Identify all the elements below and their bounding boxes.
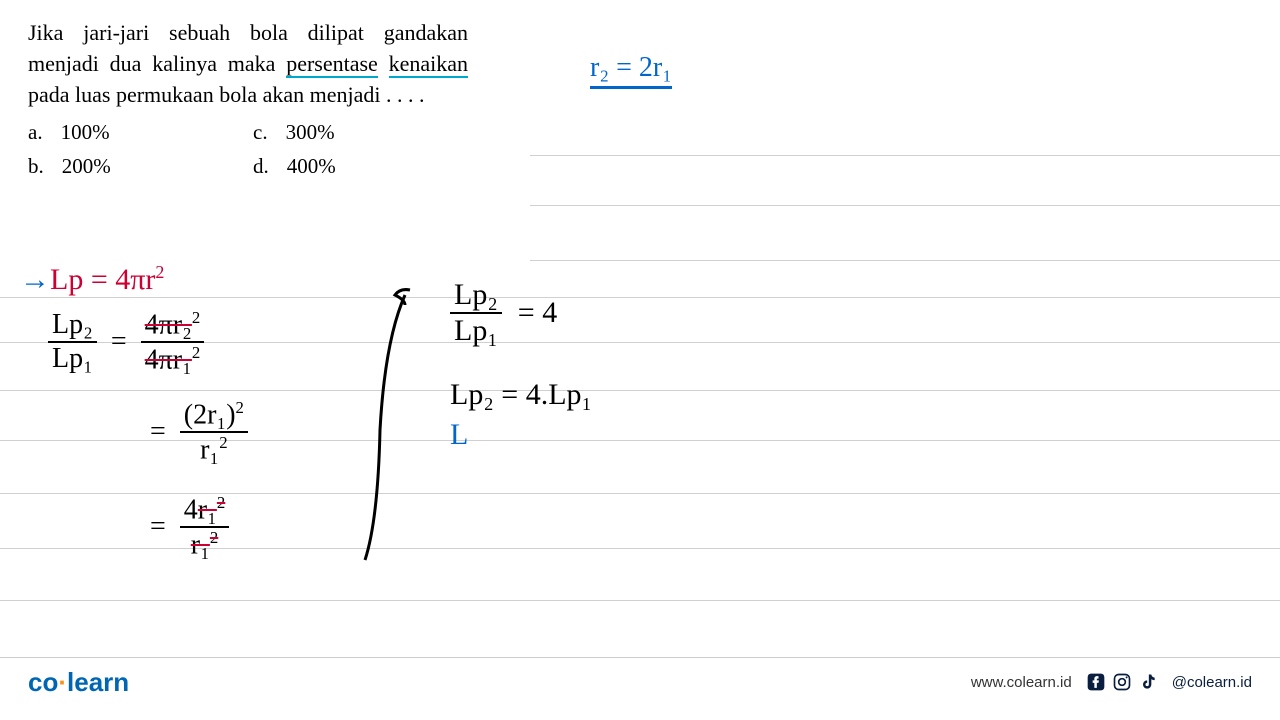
option-c: c. 300%: [253, 118, 468, 147]
option-d: d. 400%: [253, 152, 468, 181]
logo: co·learn: [28, 667, 129, 698]
option-d-label: d.: [253, 152, 269, 181]
option-b-label: b.: [28, 152, 44, 181]
ratio-lhs-num: Lp₂: [48, 311, 97, 343]
option-b-value: 200%: [62, 152, 111, 181]
logo-co: co: [28, 667, 58, 697]
ratio-rhs3: 4r₁2 r₁2: [180, 495, 229, 560]
options-grid: a. 100% c. 300% b. 200% d. 400%: [28, 118, 468, 181]
facebook-icon: [1086, 672, 1106, 692]
equals-2: =: [150, 416, 166, 448]
option-a-value: 100%: [61, 118, 110, 147]
formula-lp-text: Lp = 4πr: [50, 263, 155, 296]
result-eq: = 4: [518, 296, 557, 330]
option-a-label: a.: [28, 118, 43, 147]
option-a: a. 100%: [28, 118, 243, 147]
footer: co·learn www.colearn.id @colearn.id: [0, 662, 1280, 702]
footer-divider: [0, 657, 1280, 658]
ratio-rhs2-num: (2r₁)2: [180, 400, 248, 433]
partial-l-text: L: [450, 418, 468, 451]
final-equation: Lp₂ = 4.Lp₁: [450, 378, 592, 412]
note-r2-equals-2r1: r₂ = 2r₁: [590, 52, 672, 89]
equals-3: =: [150, 511, 166, 543]
ratio-rhs1-den: 4πr₁2: [141, 343, 205, 374]
question-block: Jika jari-jari sebuah bola dilipat ganda…: [28, 18, 468, 181]
option-c-value: 300%: [286, 118, 335, 147]
ratio-rhs1: 4πr₂2 4πr₁2: [141, 310, 205, 375]
social-icons: [1086, 672, 1158, 692]
ratio-step2: = (2r₁)2 r₁2: [150, 400, 248, 465]
ratio-rhs3-num: 4r₁2: [180, 495, 229, 528]
logo-dot: ·: [58, 667, 67, 697]
ratio-rhs1-num: 4πr₂2: [141, 310, 205, 343]
formula-lp-exp: 2: [155, 262, 164, 282]
curved-arrow-icon: [350, 280, 430, 570]
logo-learn: learn: [67, 667, 129, 697]
final-text: Lp₂ = 4.Lp₁: [450, 378, 592, 411]
result-frac: Lp₂ Lp₁: [450, 280, 502, 346]
ratio-rhs2-den: r₁2: [196, 433, 231, 464]
option-b: b. 200%: [28, 152, 243, 181]
tiktok-icon: [1138, 672, 1158, 692]
social-handle: @colearn.id: [1172, 674, 1252, 691]
website-url: www.colearn.id: [971, 674, 1072, 691]
question-text: Jika jari-jari sebuah bola dilipat ganda…: [28, 18, 468, 110]
result-ratio: Lp₂ Lp₁ = 4: [450, 280, 557, 346]
option-c-label: c.: [253, 118, 268, 147]
result-num: Lp₂: [450, 280, 502, 314]
note-text: r₂ = 2r₁: [590, 52, 672, 83]
ratio-step1: Lp₂ Lp₁ = 4πr₂2 4πr₁2: [48, 310, 204, 375]
formula-lp: →Lp = 4πr2: [20, 262, 164, 297]
option-d-value: 400%: [287, 152, 336, 181]
instagram-icon: [1112, 672, 1132, 692]
footer-right: www.colearn.id @colearn.id: [971, 672, 1252, 692]
equals-1: =: [111, 326, 127, 358]
question-underlined-1: persentase: [286, 51, 378, 78]
ratio-rhs3-den: r₁2: [187, 528, 222, 559]
ruled-background: [0, 150, 1280, 640]
question-part4: pada luas permukaan bola akan menjadi . …: [28, 82, 424, 107]
partial-l: L: [450, 418, 468, 452]
ratio-step3: = 4r₁2 r₁2: [150, 495, 229, 560]
ratio-lhs-den: Lp₁: [48, 343, 97, 373]
ratio-lhs: Lp₂ Lp₁: [48, 311, 97, 373]
arrow-icon: →: [20, 263, 50, 296]
question-underlined-2: kenaikan: [389, 51, 468, 78]
ratio-rhs2: (2r₁)2 r₁2: [180, 400, 248, 465]
result-den: Lp₁: [450, 314, 502, 346]
